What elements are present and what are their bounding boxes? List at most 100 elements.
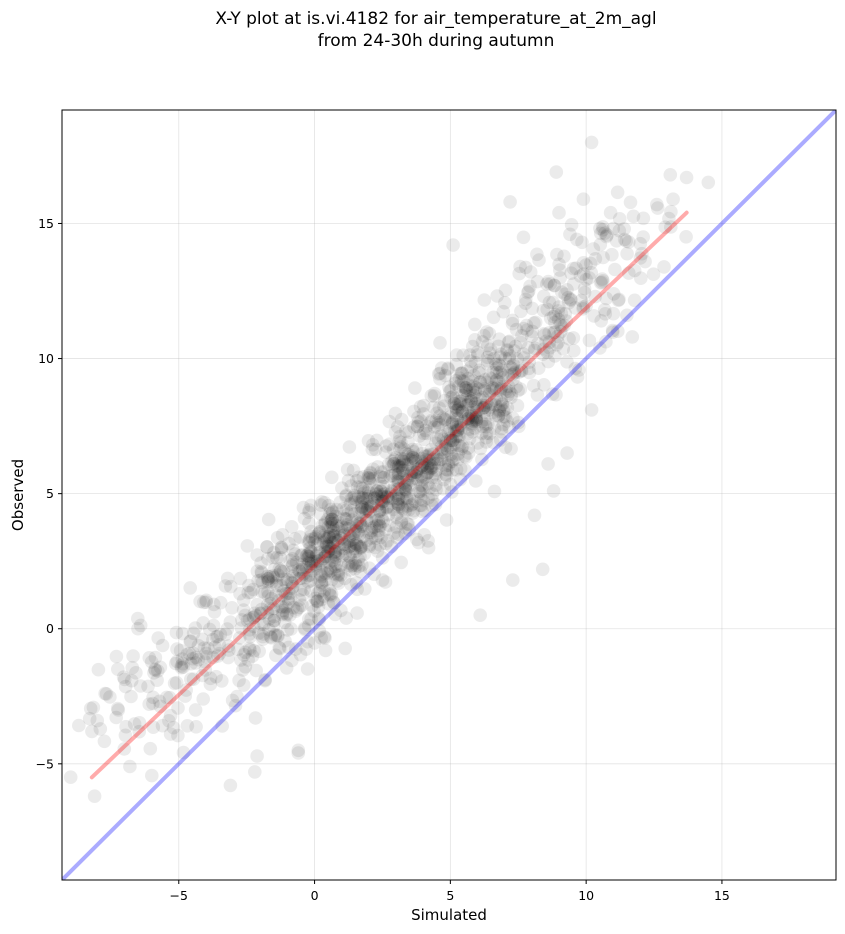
- data-point: [208, 640, 222, 654]
- data-point: [563, 292, 578, 306]
- data-point: [593, 226, 608, 241]
- data-point: [306, 532, 320, 546]
- data-point: [111, 703, 126, 717]
- data-point: [360, 492, 375, 506]
- data-point: [492, 404, 507, 419]
- data-point: [394, 514, 409, 528]
- data-point: [584, 403, 599, 417]
- data-point: [351, 470, 366, 485]
- data-point: [314, 568, 328, 582]
- data-point: [484, 397, 499, 412]
- data-point: [584, 265, 598, 280]
- data-point: [215, 674, 229, 688]
- plot-frame: [61, 109, 837, 881]
- data-point: [191, 652, 206, 667]
- data-point: [564, 293, 578, 307]
- data-point: [344, 491, 359, 506]
- data-point: [310, 594, 325, 609]
- data-point: [397, 455, 412, 469]
- data-point: [469, 474, 483, 488]
- data-point: [371, 513, 386, 527]
- data-point: [465, 413, 480, 428]
- data-point: [480, 395, 494, 410]
- data-point: [331, 568, 345, 583]
- data-point: [620, 246, 634, 261]
- data-point: [363, 499, 378, 513]
- data-point: [343, 563, 358, 577]
- data-point: [248, 608, 263, 623]
- data-point: [496, 371, 510, 385]
- data-point: [606, 306, 621, 321]
- data-point: [288, 571, 303, 585]
- data-point: [434, 439, 449, 454]
- data-point: [230, 689, 244, 704]
- data-point: [374, 484, 388, 498]
- data-point: [576, 300, 591, 314]
- data-point: [346, 463, 361, 478]
- data-point: [451, 429, 465, 443]
- data-point: [415, 459, 429, 473]
- data-point: [392, 466, 406, 481]
- data-point: [378, 523, 393, 537]
- data-point: [297, 621, 312, 635]
- data-point: [633, 251, 648, 265]
- data-point: [206, 650, 220, 665]
- data-point: [325, 512, 339, 527]
- data-point: [445, 415, 460, 429]
- data-point: [321, 544, 336, 559]
- data-point: [221, 639, 236, 653]
- data-point: [375, 551, 390, 565]
- data-point: [288, 547, 303, 561]
- data-point: [274, 564, 288, 578]
- data-point: [393, 460, 408, 475]
- data-point: [272, 640, 287, 655]
- data-point: [462, 432, 477, 446]
- data-point: [542, 326, 556, 340]
- data-point: [469, 413, 484, 427]
- data-point: [323, 527, 338, 542]
- data-point: [417, 432, 432, 447]
- data-point: [432, 417, 447, 432]
- data-point: [341, 507, 356, 521]
- data-point: [416, 426, 431, 441]
- data-point: [510, 398, 525, 413]
- data-point: [147, 666, 161, 680]
- data-point: [429, 478, 443, 492]
- data-point: [249, 663, 263, 678]
- data-point: [473, 375, 488, 389]
- data-point: [482, 426, 497, 441]
- data-point: [466, 379, 481, 393]
- data-point: [390, 497, 405, 511]
- data-point: [405, 497, 420, 511]
- data-point: [186, 651, 200, 666]
- data-point: [443, 477, 458, 492]
- data-point: [206, 632, 220, 647]
- data-point: [339, 489, 353, 504]
- data-point: [363, 466, 378, 481]
- data-point: [261, 589, 276, 603]
- data-point: [450, 403, 464, 417]
- data-point: [473, 441, 488, 456]
- data-point: [473, 392, 488, 407]
- data-point: [196, 692, 210, 706]
- data-point: [196, 616, 210, 630]
- data-point: [211, 649, 225, 663]
- data-point: [243, 629, 257, 644]
- data-point: [422, 481, 437, 495]
- data-point: [329, 518, 344, 533]
- data-point: [314, 569, 329, 584]
- data-point: [404, 466, 419, 480]
- data-point: [429, 470, 443, 484]
- data-point: [333, 495, 348, 510]
- data-point: [282, 595, 296, 610]
- data-point: [329, 557, 343, 571]
- data-point: [392, 487, 406, 502]
- data-point: [331, 564, 346, 578]
- data-point: [280, 623, 295, 637]
- data-point: [401, 447, 416, 462]
- data-point: [432, 401, 447, 415]
- data-point: [300, 548, 314, 563]
- data-point: [339, 512, 354, 526]
- data-point: [599, 229, 614, 244]
- data-point: [494, 380, 509, 394]
